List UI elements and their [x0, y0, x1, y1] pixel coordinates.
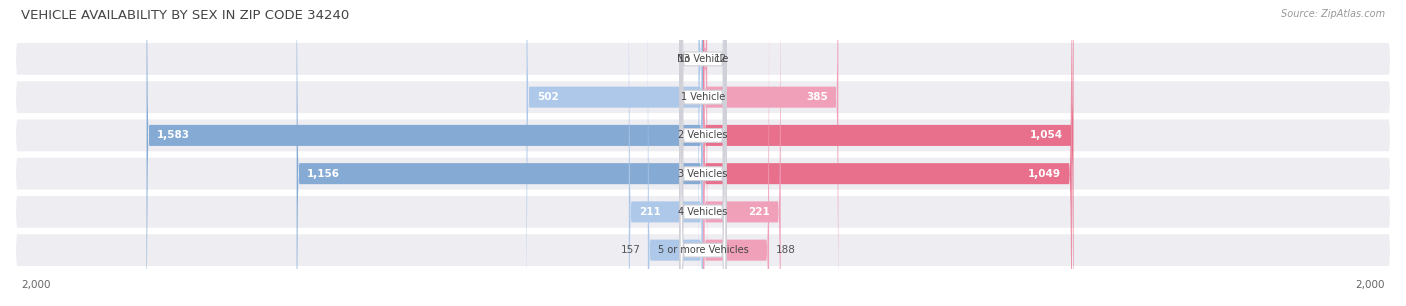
FancyBboxPatch shape	[681, 0, 725, 306]
FancyBboxPatch shape	[10, 0, 1395, 306]
FancyBboxPatch shape	[681, 0, 725, 306]
Text: 4 Vehicles: 4 Vehicles	[678, 207, 728, 217]
FancyBboxPatch shape	[681, 0, 725, 306]
Text: 502: 502	[537, 92, 558, 102]
FancyBboxPatch shape	[703, 0, 838, 306]
Text: No Vehicle: No Vehicle	[678, 54, 728, 64]
Text: 188: 188	[776, 245, 796, 255]
FancyBboxPatch shape	[10, 0, 1395, 306]
Text: 12: 12	[714, 54, 727, 64]
FancyBboxPatch shape	[703, 0, 707, 306]
Text: 221: 221	[748, 207, 770, 217]
Text: 1,583: 1,583	[157, 130, 190, 140]
Text: 1 Vehicle: 1 Vehicle	[681, 92, 725, 102]
FancyBboxPatch shape	[146, 0, 703, 306]
Text: 13: 13	[678, 54, 692, 64]
FancyBboxPatch shape	[681, 0, 725, 306]
FancyBboxPatch shape	[648, 0, 703, 306]
Text: 2,000: 2,000	[1355, 280, 1385, 289]
FancyBboxPatch shape	[681, 0, 725, 306]
FancyBboxPatch shape	[10, 0, 1395, 306]
Text: 211: 211	[640, 207, 661, 217]
FancyBboxPatch shape	[703, 0, 769, 306]
Text: 385: 385	[806, 92, 828, 102]
Text: Source: ZipAtlas.com: Source: ZipAtlas.com	[1281, 9, 1385, 19]
FancyBboxPatch shape	[703, 0, 1071, 306]
Text: 1,156: 1,156	[307, 169, 340, 179]
FancyBboxPatch shape	[703, 0, 1074, 306]
FancyBboxPatch shape	[681, 0, 725, 306]
FancyBboxPatch shape	[297, 0, 703, 306]
Text: 5 or more Vehicles: 5 or more Vehicles	[658, 245, 748, 255]
FancyBboxPatch shape	[527, 0, 703, 306]
Text: 1,049: 1,049	[1028, 169, 1062, 179]
FancyBboxPatch shape	[699, 0, 703, 306]
Text: 2,000: 2,000	[21, 280, 51, 289]
FancyBboxPatch shape	[703, 0, 780, 306]
FancyBboxPatch shape	[10, 0, 1395, 306]
FancyBboxPatch shape	[10, 0, 1395, 306]
Text: 2 Vehicles: 2 Vehicles	[678, 130, 728, 140]
FancyBboxPatch shape	[10, 0, 1395, 306]
Text: 157: 157	[621, 245, 641, 255]
Text: VEHICLE AVAILABILITY BY SEX IN ZIP CODE 34240: VEHICLE AVAILABILITY BY SEX IN ZIP CODE …	[21, 9, 349, 22]
Text: 3 Vehicles: 3 Vehicles	[678, 169, 728, 179]
FancyBboxPatch shape	[628, 0, 703, 306]
Text: 1,054: 1,054	[1029, 130, 1063, 140]
